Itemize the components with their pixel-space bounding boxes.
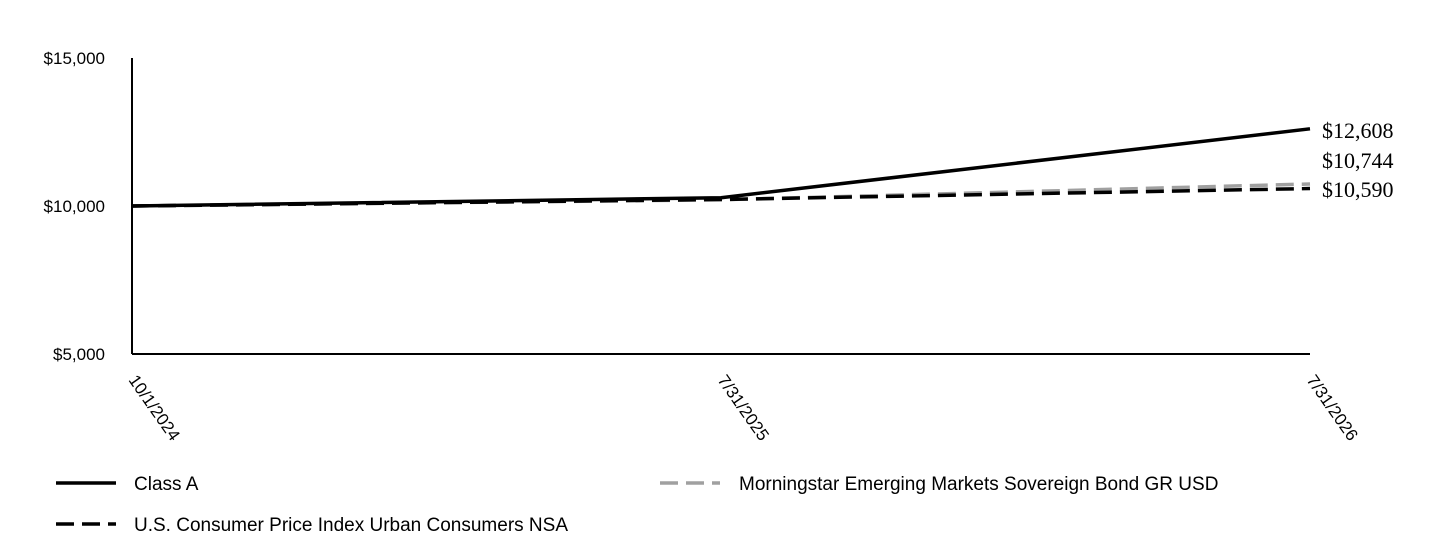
y-tick-label: $5,000 — [53, 345, 105, 364]
end-value-label: $12,608 — [1322, 118, 1394, 143]
y-tick-label: $15,000 — [44, 49, 105, 68]
series-line-0 — [131, 127, 1311, 208]
x-tick-label: 7/31/2025 — [714, 371, 773, 444]
y-axis-ticks: $5,000 $10,000 $15,000 — [44, 49, 105, 364]
legend-label: Morningstar Emerging Markets Sovereign B… — [739, 474, 1218, 495]
x-axis-ticks: 10/1/2024 7/31/2025 7/31/2026 — [125, 371, 1362, 444]
legend: Class A Morningstar Emerging Markets Sove… — [56, 474, 1218, 536]
x-tick-label: 7/31/2026 — [1303, 371, 1362, 444]
end-value-labels: $12,608 $10,744 $10,590 — [1322, 118, 1394, 202]
end-value-label: $10,590 — [1322, 177, 1394, 202]
legend-label: Class A — [134, 474, 199, 495]
legend-label: U.S. Consumer Price Index Urban Consumer… — [134, 515, 568, 536]
axes — [131, 58, 1310, 355]
plot-lines — [131, 127, 1311, 208]
end-value-label: $10,744 — [1322, 148, 1394, 173]
y-tick-label: $10,000 — [44, 197, 105, 216]
x-tick-label: 10/1/2024 — [125, 371, 184, 444]
